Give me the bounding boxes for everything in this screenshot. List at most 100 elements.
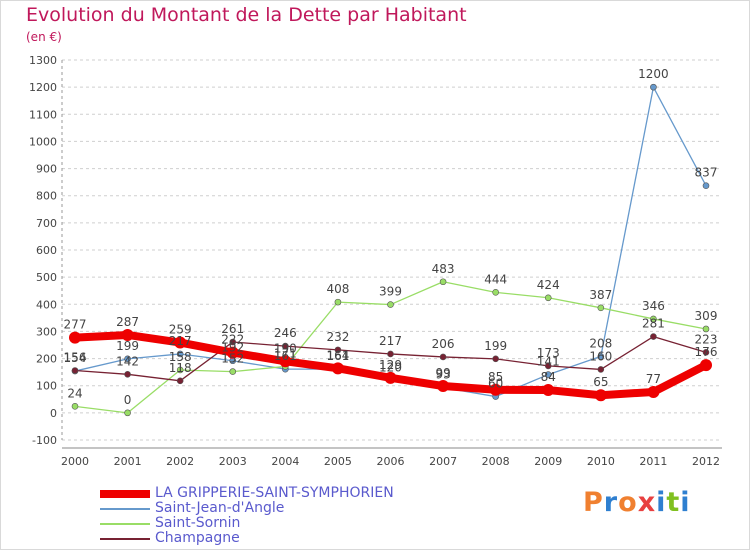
y-tick-label: 700 <box>36 217 57 230</box>
unit-label: (en €) <box>26 30 62 44</box>
data-label: 0 <box>124 393 132 407</box>
data-label: 281 <box>642 317 665 331</box>
data-point <box>437 379 450 392</box>
y-tick-label: 400 <box>36 298 57 311</box>
data-label: 176 <box>695 345 718 359</box>
data-point <box>71 403 79 410</box>
data-label: 217 <box>379 334 402 348</box>
y-tick-label: 1300 <box>29 54 57 67</box>
data-point <box>702 349 710 356</box>
x-tick-label: 2007 <box>429 455 457 468</box>
y-tick-label: 200 <box>36 353 57 366</box>
data-label: 199 <box>116 339 139 353</box>
data-label: 206 <box>432 337 455 351</box>
data-label: 24 <box>67 386 82 400</box>
data-labels: 277 287 259 222 190 164 129 99 85 84 65 77 176 154 199… <box>64 67 718 407</box>
data-point <box>544 294 552 302</box>
data-point <box>702 325 710 333</box>
data-label: 287 <box>116 315 139 329</box>
data-point <box>650 83 657 91</box>
legend-swatch <box>100 523 150 525</box>
data-point <box>279 355 292 368</box>
data-label: 142 <box>116 354 139 368</box>
data-point <box>492 289 499 296</box>
grid-lines <box>62 59 722 441</box>
x-tick-label: 2008 <box>482 455 510 468</box>
data-point <box>334 346 342 354</box>
data-label: 118 <box>169 361 192 375</box>
data-label: 99 <box>435 366 450 380</box>
data-label: 84 <box>541 370 556 384</box>
data-label: 171 <box>274 346 297 360</box>
data-label: 65 <box>593 375 608 389</box>
data-point <box>597 353 605 360</box>
data-point <box>439 353 447 361</box>
series-points <box>69 83 712 417</box>
y-tick-label: 600 <box>36 244 57 257</box>
data-label: 424 <box>537 278 560 292</box>
data-point <box>492 355 499 363</box>
data-label: 277 <box>64 318 87 332</box>
data-label: 141 <box>537 355 560 369</box>
y-tick-label: 100 <box>36 380 57 393</box>
legend-label: Saint-Sornin <box>155 515 241 531</box>
x-tick-label: 2003 <box>219 455 247 468</box>
legend-label: Saint-Jean-d'Angle <box>155 500 285 516</box>
data-label: 387 <box>589 288 612 302</box>
data-label: 246 <box>274 326 297 340</box>
data-label: 160 <box>589 349 612 363</box>
data-point <box>69 331 81 344</box>
data-label: 60 <box>488 377 503 391</box>
logo-letter: i <box>656 487 667 518</box>
data-point <box>174 336 187 349</box>
proxiti-logo: Proxiti <box>583 487 691 518</box>
data-label: 156 <box>64 351 87 365</box>
data-label: 164 <box>326 348 349 362</box>
data-point <box>650 315 657 323</box>
y-tick-label: 300 <box>36 325 57 338</box>
data-label: 154 <box>64 351 87 365</box>
data-label: 483 <box>432 262 455 276</box>
y-tick-label: 500 <box>36 271 57 284</box>
legend-swatch <box>100 508 150 510</box>
data-point <box>387 350 394 358</box>
data-point <box>489 383 502 396</box>
logo-letter: r <box>603 487 619 518</box>
logo-letter: i <box>680 487 691 518</box>
logo-letter: x <box>637 487 657 518</box>
data-point <box>176 366 184 374</box>
data-point <box>647 385 660 398</box>
data-label: 161 <box>274 349 297 363</box>
y-tick-label: 1100 <box>29 108 57 121</box>
y-tick-label: 800 <box>36 190 57 203</box>
data-point <box>176 350 184 358</box>
data-point <box>544 371 552 378</box>
data-label: 309 <box>695 309 718 323</box>
data-label: 399 <box>379 285 402 299</box>
x-tick-label: 2009 <box>534 455 562 468</box>
data-label: 93 <box>435 368 450 382</box>
data-label: 837 <box>695 166 718 180</box>
data-label: 129 <box>379 358 402 372</box>
legend-swatch <box>100 538 150 540</box>
legend-label: Champagne <box>155 530 240 546</box>
data-point <box>176 377 184 385</box>
x-tick-label: 2005 <box>324 455 352 468</box>
data-label: 161 <box>326 349 349 363</box>
data-point <box>702 182 710 189</box>
data-point <box>124 371 131 378</box>
data-label: 261 <box>221 322 244 336</box>
logo-letter: P <box>583 487 604 518</box>
data-label: 85 <box>488 370 503 384</box>
data-point <box>121 328 134 341</box>
data-label: 222 <box>221 333 244 347</box>
data-point <box>229 368 237 375</box>
data-label: 173 <box>537 346 560 360</box>
data-label: 77 <box>646 372 661 386</box>
x-tick-label: 2001 <box>114 455 142 468</box>
data-point <box>544 362 552 370</box>
data-label: 208 <box>589 336 612 350</box>
x-tick-label: 2010 <box>587 455 615 468</box>
